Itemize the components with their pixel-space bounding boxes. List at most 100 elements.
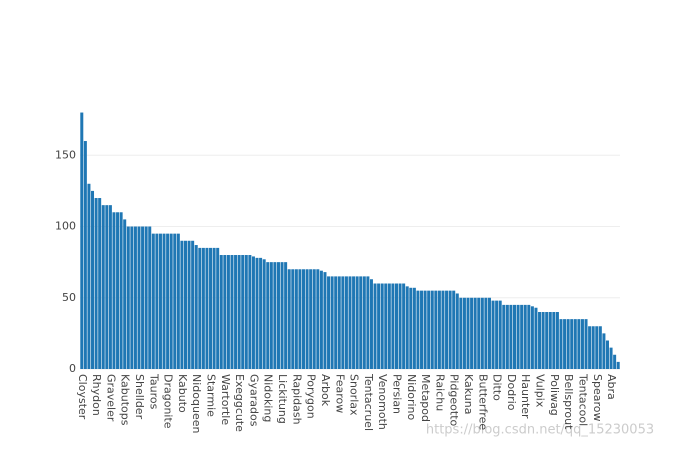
bar bbox=[187, 240, 191, 369]
x-tick-label: Metapod bbox=[419, 374, 432, 422]
x-tick-label: Wartortle bbox=[219, 374, 232, 425]
bar bbox=[516, 304, 520, 369]
bar bbox=[445, 290, 449, 369]
bar bbox=[498, 300, 502, 369]
x-tick-label: Vulpix bbox=[534, 374, 547, 408]
bar bbox=[234, 255, 238, 369]
bar bbox=[334, 276, 338, 369]
bar bbox=[319, 270, 323, 369]
bar bbox=[487, 297, 491, 369]
x-tick-label: Tentacruel bbox=[362, 373, 375, 431]
bar bbox=[534, 307, 538, 369]
bar bbox=[462, 297, 466, 369]
bar bbox=[366, 276, 370, 369]
x-tick-label: Kabutops bbox=[119, 374, 132, 426]
bar bbox=[155, 233, 159, 369]
bar bbox=[126, 226, 130, 369]
bar bbox=[484, 297, 488, 369]
bar bbox=[259, 257, 263, 369]
bar bbox=[434, 290, 438, 369]
bar bbox=[133, 226, 137, 369]
bar bbox=[369, 279, 373, 369]
bar bbox=[223, 255, 227, 369]
bar bbox=[520, 304, 524, 369]
bar bbox=[144, 226, 148, 369]
bar bbox=[266, 262, 270, 369]
bar bbox=[380, 283, 384, 369]
bar bbox=[466, 297, 470, 369]
bar bbox=[123, 219, 127, 369]
bar bbox=[480, 297, 484, 369]
bar bbox=[287, 269, 291, 369]
bar bbox=[255, 257, 259, 369]
bar bbox=[137, 226, 141, 369]
bar bbox=[248, 255, 252, 369]
bar bbox=[151, 233, 155, 369]
x-tick-label: Gyarados bbox=[247, 374, 260, 427]
bar bbox=[577, 319, 581, 369]
x-tick-label: Starmie bbox=[205, 374, 218, 417]
bar bbox=[141, 226, 145, 369]
bar bbox=[505, 304, 509, 369]
bar bbox=[598, 326, 602, 369]
bar bbox=[491, 300, 495, 369]
x-tick-label: Fearow bbox=[333, 374, 346, 413]
x-tick-label: Bellsprout bbox=[562, 374, 575, 430]
bar bbox=[387, 283, 391, 369]
bar bbox=[237, 255, 241, 369]
x-tick-label: Rapidash bbox=[290, 374, 303, 425]
x-tick-label: Graveler bbox=[104, 374, 117, 422]
x-tick-label: Rhydon bbox=[90, 374, 103, 416]
bar bbox=[502, 304, 506, 369]
bar bbox=[87, 183, 91, 369]
bar bbox=[169, 233, 173, 369]
bar bbox=[191, 240, 195, 369]
bar bbox=[584, 319, 588, 369]
bar bbox=[205, 247, 209, 369]
bar bbox=[613, 354, 617, 369]
bar bbox=[158, 233, 162, 369]
bar bbox=[230, 255, 234, 369]
bar bbox=[362, 276, 366, 369]
bar bbox=[219, 255, 223, 369]
bar bbox=[337, 276, 341, 369]
bar bbox=[591, 326, 595, 369]
bar bbox=[441, 290, 445, 369]
bar bbox=[116, 212, 120, 369]
y-tick-label: 0 bbox=[69, 362, 76, 375]
bar bbox=[455, 293, 459, 369]
bar bbox=[430, 290, 434, 369]
bar bbox=[555, 312, 559, 369]
bar bbox=[80, 112, 84, 370]
x-tick-label: Nidoqueen bbox=[190, 374, 203, 433]
bar bbox=[316, 269, 320, 369]
bar bbox=[148, 226, 152, 369]
bar bbox=[437, 290, 441, 369]
bar bbox=[348, 276, 352, 369]
bar bbox=[176, 233, 180, 369]
bar bbox=[509, 304, 513, 369]
bar bbox=[309, 269, 313, 369]
bar bbox=[302, 269, 306, 369]
bar bbox=[373, 283, 377, 369]
bar bbox=[108, 205, 112, 369]
x-tick-label: Dodrio bbox=[505, 374, 518, 411]
bar bbox=[280, 262, 284, 369]
bar bbox=[495, 300, 499, 369]
bar bbox=[541, 312, 545, 369]
bar bbox=[545, 312, 549, 369]
bar bbox=[94, 198, 98, 369]
x-tick-label: Porygon bbox=[305, 374, 318, 419]
bar bbox=[327, 276, 331, 369]
x-tick-label: Poliwag bbox=[548, 374, 561, 416]
x-tick-label: Ditto bbox=[491, 374, 504, 401]
bar bbox=[344, 276, 348, 369]
x-tick-label: Raichu bbox=[433, 374, 446, 411]
x-tick-label: Kakuna bbox=[462, 374, 475, 414]
bar bbox=[241, 255, 245, 369]
bar bbox=[448, 290, 452, 369]
bar bbox=[527, 304, 531, 369]
bar bbox=[402, 283, 406, 369]
